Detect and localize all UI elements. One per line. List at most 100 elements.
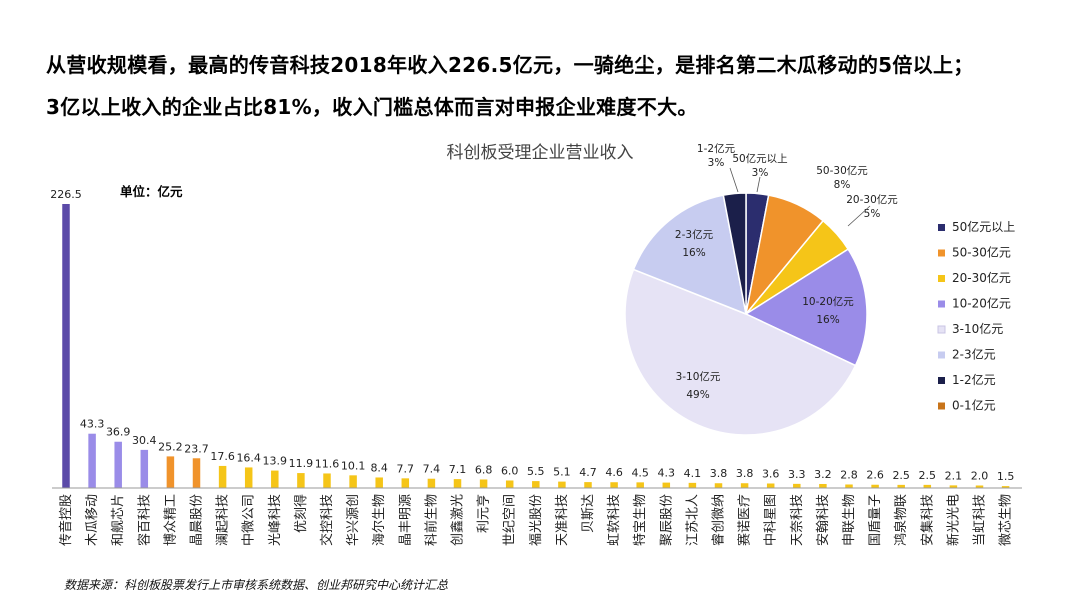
bar-value-label: 3.8: [736, 467, 754, 480]
bar-value-label: 226.5: [50, 188, 82, 201]
bar-传音控股: [62, 204, 70, 488]
bar-安翰科技: [819, 483, 827, 488]
bar-value-label: 4.6: [605, 466, 623, 479]
pie-slice-name: 20-30亿元: [846, 193, 898, 206]
bar-value-label: 23.7: [184, 442, 209, 455]
bar-category-label: 新光光电: [945, 494, 961, 546]
bar-category-label: 天奈科技: [790, 494, 805, 546]
pie-slice-percent: 16%: [682, 247, 705, 259]
bar-value-label: 10.1: [341, 459, 366, 472]
bar-category-label: 华兴源创: [346, 494, 361, 546]
bar-category-label: 当虹科技: [973, 494, 988, 546]
bar-value-label: 2.1: [945, 469, 963, 482]
bar-木瓜移动: [88, 433, 96, 488]
leader-line: [729, 167, 739, 193]
bar-category-label: 交控科技: [319, 494, 335, 546]
bar-category-label: 创鑫激光: [450, 494, 466, 546]
pie-slice-percent: 8%: [834, 179, 851, 191]
bar-category-label: 天准科技: [555, 494, 570, 546]
bar-海尔生物: [375, 477, 383, 488]
bar-category-label: 光峰科技: [268, 494, 283, 546]
legend-label: 0-1亿元: [952, 398, 996, 413]
bar-category-label: 容百科技: [136, 494, 152, 546]
bar-创鑫激光: [453, 479, 462, 488]
bar-新光光电: [949, 485, 958, 488]
bar-特宝生物: [636, 482, 644, 488]
bar-value-label: 4.5: [631, 466, 649, 479]
headline-line-1: 从营收规模看，最高的传音科技2018年收入226.5亿元，一骑绝尘，是排名第二木…: [46, 53, 974, 77]
bar-晶晨股份: [192, 458, 201, 488]
bar-value-label: 4.1: [684, 467, 702, 480]
bar-value-label: 7.7: [397, 462, 415, 475]
legend-swatch: [938, 377, 945, 384]
bar-和舰芯片: [114, 441, 122, 488]
legend-swatch: [938, 249, 945, 257]
pie-slice-percent: 5%: [864, 208, 881, 220]
pie-legend: 50亿元以上 50-30亿元 20-30亿元 10-20亿元 3-10亿元 2-3亿元 1-…: [937, 219, 1015, 413]
bar-value-label: 30.4: [132, 434, 157, 447]
bar-category-label: 澜起科技: [216, 494, 231, 546]
bar-交控科技: [323, 473, 331, 488]
bar-value-label: 13.9: [263, 455, 288, 468]
bar-贝斯达: [584, 482, 592, 488]
legend-label: 50-30亿元: [952, 245, 1011, 260]
bar-虹软科技: [610, 482, 618, 488]
bar-category-label: 科前生物: [423, 494, 439, 546]
bar-category-label: 贝斯达: [581, 494, 596, 533]
pie-slice-name: 10-20亿元: [802, 295, 854, 308]
legend-label: 50亿元以上: [952, 219, 1015, 234]
bar-category-label: 中微公司: [242, 494, 257, 546]
bar-当虹科技: [975, 485, 984, 488]
bar-value-label: 2.5: [919, 469, 937, 482]
bar-category-label: 福光股份: [529, 494, 544, 546]
bar-category-label: 申联生物: [842, 494, 857, 546]
bar-中微公司: [244, 467, 253, 488]
bar-category-label: 国盾量子: [868, 494, 883, 546]
bar-博众精工: [166, 456, 175, 488]
pie-slice-name: 50亿元以上: [732, 152, 787, 165]
bar-value-label: 2.8: [840, 468, 858, 481]
bar-value-label: 5.5: [527, 465, 545, 478]
bar-category-label: 安翰科技: [816, 494, 831, 546]
bar-value-label: 2.6: [866, 469, 884, 482]
bar-世纪空间: [505, 480, 514, 488]
headline-line-2: 3亿以上收入的企业占比81%，收入门槛总体而言对申报企业难度不大。: [46, 95, 698, 119]
legend-swatch: [938, 300, 945, 308]
pie-chart-title: 科创板受理企业营业收入: [446, 143, 634, 163]
bar-category-label: 传音控股: [58, 494, 74, 546]
legend-label: 10-20亿元: [952, 296, 1011, 311]
bar-鸿泉物联: [897, 484, 905, 488]
bar-category-label: 江苏北人: [684, 494, 700, 546]
bar-value-label: 3.2: [814, 468, 832, 481]
legend-swatch: [938, 275, 945, 282]
bar-value-label: 25.2: [158, 440, 183, 453]
pie-slice-percent: 49%: [686, 389, 709, 401]
legend-swatch: [938, 402, 945, 410]
bar-category-label: 木瓜移动: [85, 494, 100, 546]
bar-安集科技: [923, 484, 932, 488]
bar-江苏北人: [688, 482, 697, 488]
bar-category-label: 特宝生物: [633, 494, 648, 546]
bar-国盾量子: [871, 484, 879, 488]
bar-category-label: 和舰芯片: [111, 494, 126, 546]
pie-slice-2-3亿元: [632, 194, 747, 316]
pie-slice-10-20亿元: [744, 248, 868, 367]
bar-优刻得: [297, 473, 305, 488]
bar-晶丰明源: [401, 478, 410, 488]
source-note: 数据来源：科创板股票发行上市审核系统数据、创业邦研究中心统计汇总: [64, 578, 449, 592]
bar-天奈科技: [793, 483, 801, 488]
bar-value-label: 8.4: [370, 461, 388, 474]
bar-容百科技: [140, 449, 149, 488]
bar-value-label: 3.6: [762, 467, 780, 480]
bar-category-label: 虹软科技: [607, 494, 622, 546]
bar-category-label: 安集科技: [919, 494, 935, 546]
bar-澜起科技: [218, 465, 227, 488]
bar-value-label: 16.4: [236, 451, 261, 464]
pie-slice-percent: 3%: [752, 167, 769, 179]
bar-value-label: 2.0: [971, 469, 989, 482]
bar-微芯生物: [1001, 486, 1010, 488]
bar-value-label: 1.5: [997, 470, 1015, 483]
bar-睿创微纳: [714, 483, 723, 488]
bar-value-label: 6.8: [475, 463, 493, 476]
bar-category-label: 博众精工: [163, 494, 178, 546]
